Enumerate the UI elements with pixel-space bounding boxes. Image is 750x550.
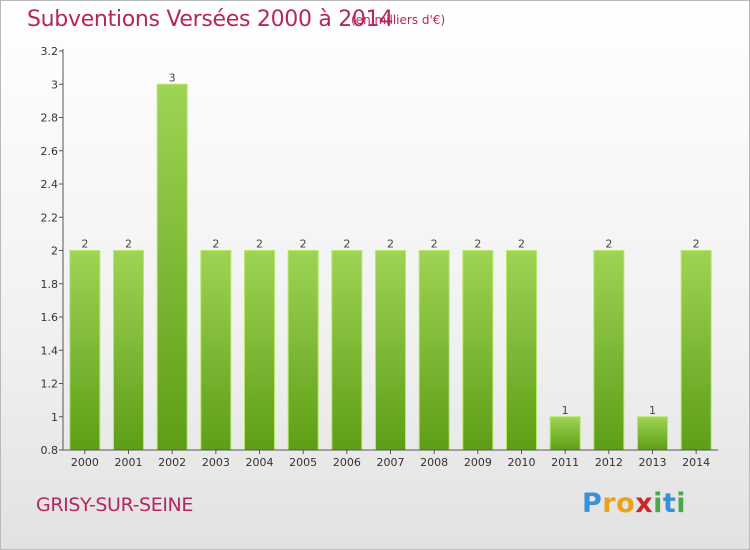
bar-value-label: 1: [649, 404, 656, 417]
bar-value-label: 3: [169, 71, 176, 84]
bar-value-label: 2: [474, 238, 481, 251]
bar-value-label: 2: [605, 238, 612, 251]
bar-value-label: 2: [212, 238, 219, 251]
bar: [244, 250, 275, 451]
bar-value-label: 2: [256, 238, 263, 251]
bar: [680, 250, 712, 451]
bar-value-label: 2: [387, 238, 394, 251]
bar: [156, 83, 188, 451]
bar-value-label: 2: [300, 238, 307, 251]
bar: [200, 250, 232, 451]
proxiti-logo[interactable]: Proxiti: [582, 488, 686, 519]
y-tick-label: 1.6: [41, 311, 59, 324]
chart-title: Subventions Versées 2000 à 2014: [27, 7, 394, 32]
logo-letter-t: t: [662, 488, 677, 519]
bar-value-label: 2: [125, 238, 132, 251]
bar-value-label: 2: [518, 238, 525, 251]
logo-letter-r: r: [602, 488, 617, 519]
commune-name: GRISY-SUR-SEINE: [36, 494, 193, 516]
x-tick-label: 2006: [333, 456, 361, 469]
y-tick-label: 2.4: [41, 178, 59, 191]
x-tick-label: 2008: [420, 456, 448, 469]
logo-letter-o: o: [616, 488, 636, 519]
x-tick-label: 2005: [289, 456, 317, 469]
bar-value-label: 1: [562, 404, 569, 417]
bar: [549, 416, 581, 451]
x-tick-label: 2003: [202, 456, 230, 469]
y-tick-label: 2.8: [41, 112, 59, 125]
x-tick-label: 2002: [158, 456, 186, 469]
x-tick-label: 2013: [639, 456, 667, 469]
x-tick-label: 2012: [595, 456, 623, 469]
y-tick-label: 1.4: [41, 344, 59, 357]
bar-value-label: 2: [81, 238, 88, 251]
y-tick-label: 3.2: [41, 45, 59, 58]
bar: [593, 250, 625, 451]
bar: [69, 250, 101, 451]
bar: [331, 250, 363, 451]
x-tick-label: 2011: [551, 456, 579, 469]
bar-value-label: 2: [343, 238, 350, 251]
bar-value-label: 2: [693, 238, 700, 251]
bar: [637, 416, 668, 451]
bar: [287, 250, 319, 451]
logo-letter-p: P: [582, 488, 603, 519]
bar: [418, 250, 450, 451]
y-tick-label: 1.2: [41, 378, 59, 391]
x-tick-label: 2001: [115, 456, 143, 469]
y-tick-label: 2.2: [41, 211, 59, 224]
bar-value-label: 2: [431, 238, 438, 251]
logo-letter-i2: i: [676, 488, 687, 519]
y-tick-label: 1: [51, 411, 58, 424]
x-tick-label: 2009: [464, 456, 492, 469]
logo-letter-x: x: [635, 488, 654, 519]
x-tick-label: 2010: [508, 456, 536, 469]
bar: [506, 250, 537, 451]
y-tick-label: 0.8: [41, 444, 59, 457]
y-tick-label: 1.8: [41, 278, 59, 291]
bar: [462, 250, 494, 451]
y-tick-label: 3: [51, 78, 58, 91]
logo-letter-i1: i: [653, 488, 663, 519]
x-tick-label: 2004: [246, 456, 274, 469]
y-tick-label: 2: [51, 245, 58, 258]
unit-note: (en milliers d'€): [351, 13, 446, 27]
x-tick-label: 2007: [377, 456, 405, 469]
x-tick-label: 2014: [682, 456, 710, 469]
y-tick-label: 2.6: [41, 145, 59, 158]
bar: [113, 250, 144, 451]
bar: [375, 250, 406, 451]
x-tick-label: 2000: [71, 456, 99, 469]
